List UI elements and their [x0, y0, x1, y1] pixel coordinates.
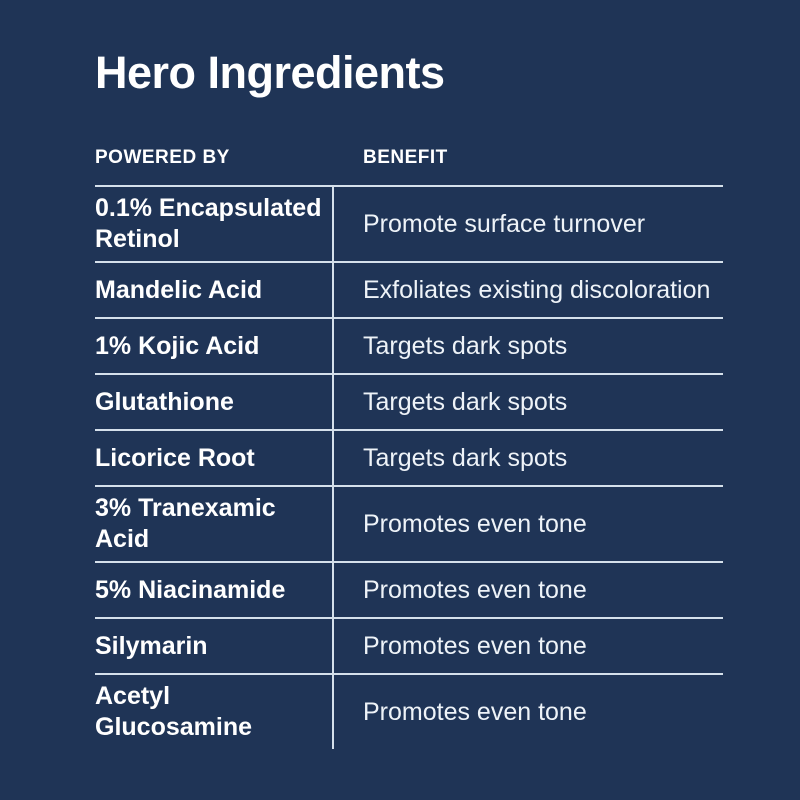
- benefit-cell: Targets dark spots: [363, 331, 568, 360]
- ingredient-cell: 1% Kojic Acid: [95, 331, 260, 360]
- benefit-cell: Promotes even tone: [363, 509, 587, 538]
- ingredient-cell: Mandelic Acid: [95, 275, 263, 304]
- ingredient-cell: 3% Tranexamic Acid: [95, 494, 276, 554]
- column-header-powered-by: POWERED BY: [95, 147, 230, 169]
- ingredient-cell: 5% Niacinamide: [95, 575, 286, 604]
- table-column-headers: POWERED BY BENEFIT: [95, 147, 723, 185]
- table-row: Licorice Root Targets dark spots: [95, 431, 723, 488]
- table-row: 3% Tranexamic Acid Promotes even tone: [95, 487, 723, 564]
- benefit-cell: Targets dark spots: [363, 443, 568, 472]
- table-row: Mandelic Acid Exfoliates existing discol…: [95, 263, 723, 320]
- benefit-cell: Targets dark spots: [363, 387, 568, 416]
- ingredient-cell: Glutathione: [95, 387, 234, 416]
- column-divider-line: [332, 187, 334, 750]
- ingredients-table-body: 0.1% Encapsulated Retinol Promote surfac…: [95, 187, 723, 749]
- table-row: 5% Niacinamide Promotes even tone: [95, 563, 723, 620]
- benefit-cell: Promotes even tone: [363, 697, 587, 726]
- table-row: 0.1% Encapsulated Retinol Promote surfac…: [95, 187, 723, 264]
- benefit-cell: Exfoliates existing discoloration: [363, 275, 711, 304]
- ingredient-cell: Acetyl Glucosamine: [95, 682, 252, 742]
- table-row: Silymarin Promotes even tone: [95, 619, 723, 676]
- benefit-cell: Promotes even tone: [363, 631, 587, 660]
- page-title: Hero Ingredients: [95, 47, 445, 98]
- ingredient-cell: Licorice Root: [95, 443, 255, 472]
- ingredient-cell: 0.1% Encapsulated Retinol: [95, 194, 322, 254]
- table-row: 1% Kojic Acid Targets dark spots: [95, 319, 723, 376]
- benefit-cell: Promote surface turnover: [363, 209, 646, 238]
- ingredient-cell: Silymarin: [95, 631, 208, 660]
- benefit-cell: Promotes even tone: [363, 575, 587, 604]
- table-row: Glutathione Targets dark spots: [95, 375, 723, 432]
- column-header-benefit: BENEFIT: [363, 147, 448, 169]
- table-row: Acetyl Glucosamine Promotes even tone: [95, 675, 723, 749]
- ingredients-table: 0.1% Encapsulated Retinol Promote surfac…: [95, 185, 723, 750]
